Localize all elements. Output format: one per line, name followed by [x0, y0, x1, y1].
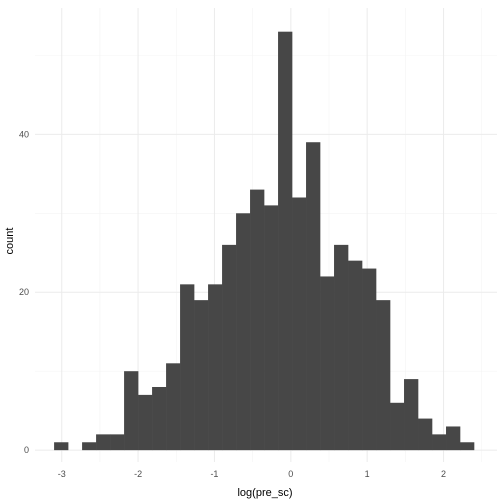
- histogram-bar: [404, 379, 419, 451]
- histogram-bar: [180, 284, 195, 451]
- x-tick-label: -1: [210, 469, 218, 479]
- histogram-bar: [152, 386, 167, 451]
- histogram-bar: [208, 284, 223, 451]
- histogram-bar: [446, 426, 461, 451]
- x-tick-label: 1: [365, 469, 370, 479]
- x-tick-label: -2: [134, 469, 142, 479]
- histogram-bar: [82, 442, 97, 451]
- histogram-bar: [166, 363, 181, 451]
- histogram-bar: [222, 244, 237, 451]
- histogram-bar: [124, 371, 139, 451]
- y-axis-ticks: 0 20 40: [19, 129, 29, 455]
- histogram-bar: [432, 434, 447, 451]
- histogram-bar: [292, 197, 307, 451]
- x-axis-ticks: -3 -2 -1 0 1 2: [58, 469, 446, 479]
- histogram-bar: [348, 260, 363, 451]
- x-tick-label: -3: [58, 469, 66, 479]
- bars: [54, 31, 475, 451]
- y-axis-title: count: [4, 228, 16, 255]
- histogram-bar: [236, 213, 251, 451]
- y-tick-label: 40: [19, 129, 29, 139]
- histogram-bar: [278, 31, 293, 451]
- histogram-bar: [264, 205, 279, 451]
- x-tick-label: 2: [441, 469, 446, 479]
- histogram-bar: [418, 418, 433, 451]
- histogram-bar: [138, 394, 153, 451]
- histogram-bar: [376, 300, 391, 451]
- histogram-bar: [334, 244, 349, 451]
- histogram-bar: [250, 189, 265, 451]
- histogram-bar: [306, 142, 321, 451]
- histogram-bar: [362, 268, 377, 451]
- x-tick-label: 0: [288, 469, 293, 479]
- histogram-bar: [54, 442, 69, 451]
- x-axis-title: log(pre_sc): [237, 487, 292, 499]
- y-tick-label: 0: [24, 445, 29, 455]
- histogram-bar: [194, 300, 209, 451]
- histogram-bar: [96, 434, 111, 451]
- histogram-bar: [110, 434, 125, 451]
- histogram-bar: [460, 442, 475, 451]
- histogram-bar: [320, 276, 335, 451]
- histogram-bar: [390, 402, 405, 451]
- y-tick-label: 20: [19, 287, 29, 297]
